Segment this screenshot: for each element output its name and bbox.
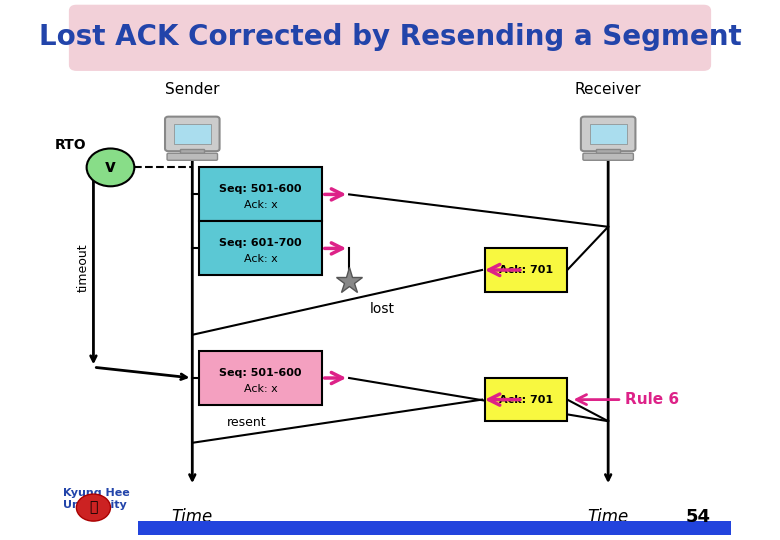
FancyBboxPatch shape (199, 351, 322, 405)
FancyBboxPatch shape (485, 248, 567, 292)
Text: Rule 6: Rule 6 (626, 392, 679, 407)
Text: Ack: 701: Ack: 701 (499, 395, 554, 404)
Text: Lost ACK Corrected by Resending a Segment: Lost ACK Corrected by Resending a Segmen… (39, 23, 741, 51)
FancyBboxPatch shape (174, 124, 211, 144)
FancyBboxPatch shape (596, 148, 620, 154)
Text: timeout: timeout (76, 243, 90, 292)
FancyBboxPatch shape (165, 117, 219, 151)
Text: Sender: Sender (165, 82, 219, 97)
FancyBboxPatch shape (180, 148, 204, 154)
FancyBboxPatch shape (485, 378, 567, 421)
Text: Ack: 701: Ack: 701 (499, 265, 554, 275)
Text: lost: lost (370, 302, 395, 316)
Text: Ack: x: Ack: x (243, 384, 278, 394)
Text: Seq: 501-600: Seq: 501-600 (219, 368, 302, 377)
FancyBboxPatch shape (590, 124, 626, 144)
Text: Ack: x: Ack: x (243, 254, 278, 264)
Circle shape (76, 494, 111, 521)
FancyBboxPatch shape (138, 521, 731, 535)
Text: Time: Time (587, 508, 629, 525)
Text: v: v (105, 158, 116, 177)
Text: Seq: 601-700: Seq: 601-700 (219, 238, 302, 248)
FancyBboxPatch shape (167, 153, 218, 160)
FancyBboxPatch shape (69, 5, 711, 70)
FancyBboxPatch shape (199, 167, 322, 221)
Text: 54: 54 (686, 509, 711, 526)
FancyBboxPatch shape (581, 117, 636, 151)
FancyBboxPatch shape (583, 153, 633, 160)
Text: RTO: RTO (55, 138, 87, 152)
Text: resent: resent (226, 416, 266, 429)
Circle shape (87, 148, 134, 186)
FancyBboxPatch shape (199, 221, 322, 275)
Text: Kyung Hee
University: Kyung Hee University (62, 488, 129, 510)
Text: Seq: 501-600: Seq: 501-600 (219, 184, 302, 194)
Text: 🏛: 🏛 (89, 501, 98, 515)
Text: Ack: x: Ack: x (243, 200, 278, 210)
Text: Receiver: Receiver (575, 82, 641, 97)
Text: Time: Time (172, 508, 213, 525)
